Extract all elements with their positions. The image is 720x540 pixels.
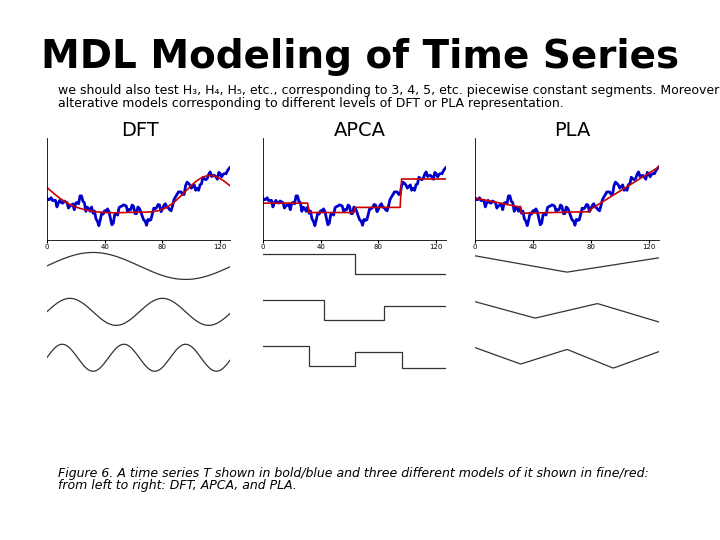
Text: DFT: DFT [122,122,159,140]
Text: PLA: PLA [554,122,590,140]
Text: alterative models corresponding to different levels of DFT or PLA representation: alterative models corresponding to diffe… [58,97,563,110]
Text: from left to right: DFT, APCA, and PLA.: from left to right: DFT, APCA, and PLA. [58,479,297,492]
Text: APCA: APCA [334,122,386,140]
Text: we should also test H₃, H₄, H₅, etc., corresponding to 3, 4, 5, etc. piecewise c: we should also test H₃, H₄, H₅, etc., co… [58,84,720,97]
Text: Figure 6. A time series T shown in bold/blue and three different models of it sh: Figure 6. A time series T shown in bold/… [58,467,648,480]
Text: MDL Modeling of Time Series: MDL Modeling of Time Series [41,38,679,76]
